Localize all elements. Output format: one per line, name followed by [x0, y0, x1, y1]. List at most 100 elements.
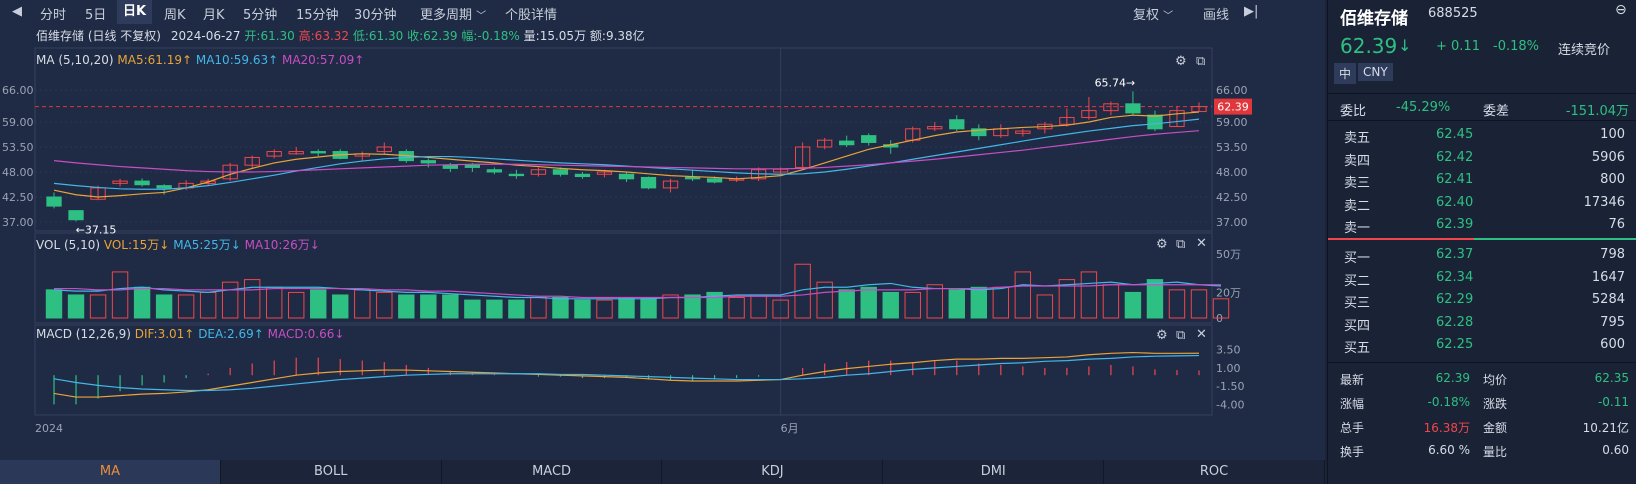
vol-ma10-value: MA10:26万↓	[244, 238, 320, 252]
quote-panel: 佰维存储 688525 ⊖ 62.39 ↓ + 0.11 -0.18% 连续竞价…	[1327, 0, 1636, 484]
stat-row: 总手 16.38万 金额 10.21亿	[1328, 416, 1636, 438]
fuquan-label: 复权	[1133, 8, 1160, 23]
book-row[interactable]: 买五 62.25 600	[1328, 334, 1636, 356]
volume-bar	[67, 294, 85, 319]
stat-label: 涨跌	[1483, 397, 1508, 411]
weicha-label: 委差	[1483, 104, 1510, 119]
volume-bar	[1124, 291, 1142, 319]
volume-bar	[552, 297, 569, 319]
volume-bar	[89, 294, 107, 319]
x-label-june: 6月	[781, 422, 799, 435]
ma5-line	[53, 111, 1200, 198]
ma5-value: MA5:61.19↑	[117, 53, 193, 67]
draw-line-button[interactable]: 画线	[1203, 8, 1230, 23]
bid-level-label: 买一	[1344, 251, 1371, 266]
fuquan-dropdown[interactable]: 复权 ﹀	[1133, 4, 1173, 23]
tab-dmi[interactable]: DMI	[883, 460, 1105, 484]
candle-body	[552, 169, 569, 175]
volume-bar	[992, 286, 1010, 319]
tab-daily-k[interactable]: 日K	[117, 0, 153, 24]
vol-ma10-line	[54, 284, 1222, 299]
book-row[interactable]: 卖三 62.41 800	[1328, 169, 1636, 191]
book-row[interactable]: 卖五 62.45 100	[1328, 124, 1636, 146]
candle-body	[310, 151, 326, 154]
expand-right-icon[interactable]: ▶|	[1244, 4, 1259, 19]
volume-bar	[1058, 279, 1076, 319]
candle-body	[134, 180, 150, 186]
candle-body	[861, 135, 877, 143]
tab-15min[interactable]: 15分钟	[296, 8, 339, 23]
minimize-icon[interactable]: ⊖	[1615, 2, 1627, 18]
volume-bar	[354, 289, 371, 319]
candle-body	[640, 176, 657, 189]
book-row[interactable]: 买四 62.28 795	[1328, 312, 1636, 334]
tab-weekly-k[interactable]: 周K	[164, 8, 186, 23]
tab-macd[interactable]: MACD	[442, 460, 663, 484]
book-row[interactable]: 卖四 62.42 5906	[1328, 147, 1636, 169]
volume-bar	[1080, 271, 1098, 319]
book-row[interactable]: 卖二 62.40 17346	[1328, 192, 1636, 214]
volume-bar	[662, 294, 679, 319]
ma20-value: MA20:57.09↑	[281, 53, 365, 67]
period-toolbar: ◀ 分时 5日 日K 周K 月K 5分钟 15分钟 30分钟 更多周期 ﹀ 个股…	[0, 0, 1325, 24]
vol-tick-label: 0	[1216, 312, 1223, 325]
volume-bar	[574, 299, 591, 319]
tab-kdj[interactable]: KDJ	[662, 460, 884, 484]
weicha-value: -151.04万	[1565, 104, 1629, 119]
tab-30min[interactable]: 30分钟	[354, 8, 397, 23]
settings-icon[interactable]: ⚙	[1156, 237, 1168, 252]
book-row[interactable]: 买三 62.29 5284	[1328, 289, 1636, 311]
stat-value: 62.35	[1594, 371, 1629, 385]
stat-value: 62.39	[1435, 371, 1470, 385]
market-badge: 中	[1334, 63, 1357, 84]
stat-label: 总手	[1340, 421, 1365, 435]
ask-volume: 17346	[1583, 194, 1625, 210]
candle-body	[1081, 110, 1097, 118]
stat-value: -0.18%	[1427, 395, 1470, 409]
close-icon[interactable]: ✕	[1196, 236, 1207, 251]
ask-level-label: 卖四	[1344, 153, 1371, 169]
vol-tick-label: 20万	[1216, 286, 1241, 299]
settings-icon[interactable]: ⚙	[1156, 328, 1168, 343]
stock-detail-link[interactable]: 个股详情	[505, 8, 558, 23]
tab-monthly-k[interactable]: 月K	[203, 8, 225, 23]
stat-value: 6.60 %	[1428, 443, 1470, 457]
copy-icon[interactable]: ⧉	[1176, 328, 1186, 343]
tab-fenshi[interactable]: 分时	[40, 8, 67, 23]
tab-boll[interactable]: BOLL	[221, 460, 442, 484]
candle-body	[244, 156, 260, 166]
dea-value: DEA:2.69↑	[198, 327, 264, 341]
open-value: 开:61.30	[244, 29, 295, 43]
book-row[interactable]: 卖一 62.39 76	[1328, 214, 1636, 236]
book-row[interactable]: 买二 62.34 1647	[1328, 267, 1636, 289]
settings-icon[interactable]: ⚙	[1175, 54, 1187, 69]
macd-value: MACD:0.66↓	[267, 327, 345, 341]
candle-body	[817, 139, 833, 148]
candle-body	[508, 173, 525, 177]
more-periods-dropdown[interactable]: 更多周期 ﹀	[420, 4, 486, 23]
vol-value: VOL:15万↓	[103, 238, 170, 252]
tab-5min[interactable]: 5分钟	[243, 8, 278, 23]
close-icon[interactable]: ✕	[1196, 327, 1207, 342]
collapse-left-icon[interactable]: ◀	[12, 4, 22, 19]
copy-icon[interactable]: ⧉	[1196, 54, 1206, 69]
bid-price: 62.34	[1436, 269, 1474, 285]
kline-chart[interactable]: 66.00 66.00 59.00 59.00 53.50 53.50 48.00 48.00…	[0, 0, 1325, 460]
tab-ma[interactable]: MA	[0, 460, 221, 484]
stat-row: 最新 62.39 均价 62.35	[1328, 368, 1636, 390]
book-row[interactable]: 买一 62.37 798	[1328, 244, 1636, 266]
stat-row: 换手 6.60 % 量比 0.60	[1328, 440, 1636, 462]
vol-legend: VOL (5,10) VOL:15万↓ MA5:25万↓ MA10:26万↓	[36, 236, 320, 253]
ma-legend: MA (5,10,20) MA5:61.19↑ MA10:59.63↑ MA20…	[36, 53, 364, 67]
ask-level-label: 卖一	[1344, 221, 1371, 236]
volume-bar	[838, 289, 855, 319]
indicator-tabs: MA BOLL MACD KDJ DMI ROC	[0, 460, 1325, 484]
candle-body	[1169, 110, 1185, 128]
tab-5day[interactable]: 5日	[85, 8, 107, 23]
volume-bar	[111, 271, 129, 319]
ma20-line	[53, 130, 1200, 173]
copy-icon[interactable]: ⧉	[1176, 237, 1186, 252]
price-panel-frame	[34, 47, 1213, 232]
bid-volume: 795	[1600, 314, 1625, 330]
tab-roc[interactable]: ROC	[1104, 460, 1325, 484]
